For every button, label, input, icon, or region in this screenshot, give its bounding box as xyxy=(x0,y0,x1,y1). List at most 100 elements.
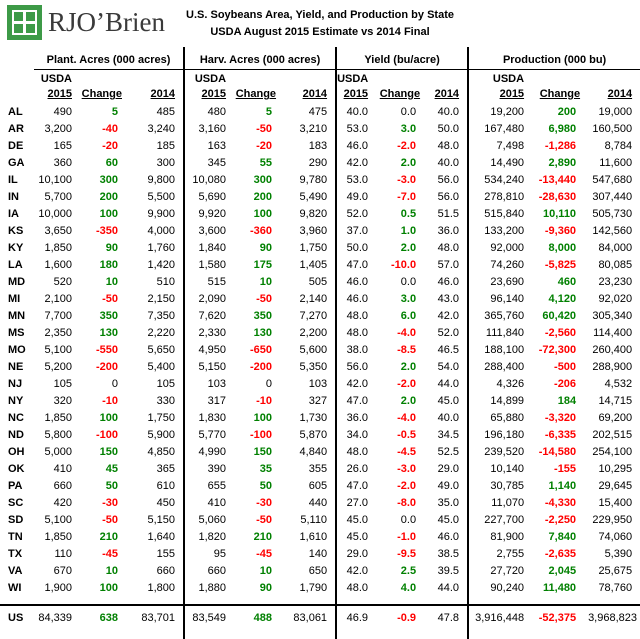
spacer-row xyxy=(0,596,640,605)
usda-label-yield: USDA xyxy=(335,69,377,85)
cell-yield-2015: 38.0 xyxy=(335,341,377,358)
state-label: OH xyxy=(8,445,25,458)
cell-harv-2014: 9,820 xyxy=(299,207,328,220)
cell-yield-2015: 52.0 xyxy=(335,205,377,222)
cell-prod-change: 184 xyxy=(557,394,577,407)
cell-plant-2014: 365 xyxy=(156,462,176,475)
cell-plant-change: -45 xyxy=(102,547,118,560)
cell-prod-2014: 19,000 xyxy=(598,105,633,118)
cell-yield-change: 3.0 xyxy=(400,122,417,135)
cell-yield-change: -1.0 xyxy=(397,530,417,543)
cell-plant-change: -40 xyxy=(102,122,118,135)
cell-harv-2014: 140 xyxy=(308,547,328,560)
cell-yield-2015: 26.0 xyxy=(335,460,377,477)
total-prod-change: -52,375 xyxy=(532,604,589,630)
cell-harv-2015: 3,160 xyxy=(183,120,235,137)
cell-plant-2015: 10,100 xyxy=(38,173,72,186)
cell-yield-2015: 46.0 xyxy=(335,290,377,307)
cell-harv-2015: 1,820 xyxy=(183,528,235,545)
cell-yield-2015: 49.0 xyxy=(335,188,377,205)
cell-prod-2015: 23,690 xyxy=(467,273,533,290)
cell-prod-change: 60,420 xyxy=(542,309,577,322)
cell-plant-change: 60 xyxy=(105,156,118,169)
cell-prod-2014: 114,400 xyxy=(593,326,633,339)
cell-yield-2015: 53.0 xyxy=(335,171,377,188)
cell-harv-change: 90 xyxy=(259,241,273,254)
cell-prod-change: 6,980 xyxy=(548,122,577,135)
cell-prod-2014: 288,900 xyxy=(592,360,633,373)
cell-harv-change: 200 xyxy=(253,190,273,203)
cell-plant-2014: 9,800 xyxy=(147,173,176,186)
cell-yield-change: 1.0 xyxy=(400,224,417,237)
cell-harv-2014: 1,405 xyxy=(299,258,328,271)
cell-yield-2014: 56.0 xyxy=(437,173,460,186)
cell-prod-change: -3,320 xyxy=(544,411,577,424)
cell-yield-2014: 43.0 xyxy=(437,292,460,305)
cell-harv-2015: 4,950 xyxy=(183,341,235,358)
cell-plant-2014: 610 xyxy=(156,479,176,492)
table-row: SD 5,100 -50 5,150 5,060 -50 5,110 45.0 … xyxy=(0,511,640,528)
state-label: MI xyxy=(8,292,21,305)
cell-yield-change: -8.5 xyxy=(397,343,417,356)
cell-harv-2015: 515 xyxy=(183,273,235,290)
column-header-row: 2015 Change 2014 2015 Change 2014 2015 C… xyxy=(0,85,640,103)
cell-yield-change: -2.0 xyxy=(397,479,417,492)
state-label: TX xyxy=(8,547,23,560)
state-label: GA xyxy=(8,156,25,169)
cell-harv-2014: 505 xyxy=(308,275,328,288)
state-label: KY xyxy=(8,241,24,254)
state-label: VA xyxy=(8,564,23,577)
col-harv-change: Change xyxy=(235,88,277,100)
cell-prod-change: -9,360 xyxy=(544,224,577,237)
cell-prod-2015: 65,880 xyxy=(467,409,533,426)
cell-yield-change: 2.0 xyxy=(400,156,417,169)
cell-yield-2014: 46.5 xyxy=(437,343,460,356)
cell-harv-2015: 1,580 xyxy=(183,256,235,273)
total-state-label: US xyxy=(0,604,34,630)
table-footer: US 84,339 638 83,701 83,549 488 83,061 4… xyxy=(0,596,640,639)
cell-prod-change: -28,630 xyxy=(538,190,577,203)
cell-prod-2015: 365,760 xyxy=(467,307,533,324)
cell-plant-change: 180 xyxy=(99,258,118,271)
cell-harv-2015: 9,920 xyxy=(183,205,235,222)
cell-yield-2015: 48.0 xyxy=(335,307,377,324)
cell-harv-2015: 480 xyxy=(183,103,235,120)
cell-yield-change: 0.0 xyxy=(400,513,417,526)
cell-plant-change: 100 xyxy=(99,581,118,594)
cell-harv-2015: 2,330 xyxy=(183,324,235,341)
cell-yield-change: -2.0 xyxy=(397,139,417,152)
cell-harv-2014: 605 xyxy=(308,479,328,492)
total-plant-2015: 84,339 xyxy=(34,604,80,630)
cell-plant-2015: 360 xyxy=(53,156,72,169)
cell-prod-2015: 111,840 xyxy=(467,324,533,341)
cell-harv-change: 175 xyxy=(253,258,273,271)
table-row: KY 1,850 90 1,760 1,840 90 1,750 50.0 2.… xyxy=(0,239,640,256)
cell-yield-2015: 48.0 xyxy=(335,443,377,460)
cell-plant-2014: 2,150 xyxy=(147,292,176,305)
group-yield: Yield (bu/acre) xyxy=(335,47,469,70)
soybeans-table: Plant. Acres (000 acres) Harv. Acres (00… xyxy=(0,47,640,639)
cell-plant-change: -30 xyxy=(102,496,118,509)
cell-plant-2015: 670 xyxy=(53,564,72,577)
cell-plant-2015: 5,800 xyxy=(44,428,72,441)
cell-plant-2014: 5,150 xyxy=(147,513,176,526)
cell-plant-2014: 4,000 xyxy=(147,224,176,237)
total-yield-change: -0.9 xyxy=(376,604,429,630)
cell-harv-2014: 5,110 xyxy=(300,513,328,526)
cell-yield-change: -4.0 xyxy=(397,411,417,424)
cell-yield-2015: 45.0 xyxy=(335,528,377,545)
cell-plant-2015: 1,600 xyxy=(44,258,72,271)
cell-plant-2015: 520 xyxy=(53,275,72,288)
cell-plant-change: -20 xyxy=(102,139,118,152)
cell-prod-change: -2,250 xyxy=(544,513,577,526)
state-label: IA xyxy=(8,207,19,220)
cell-harv-2014: 5,870 xyxy=(299,428,328,441)
cell-yield-2015: 34.0 xyxy=(335,426,377,443)
cell-prod-2014: 142,560 xyxy=(592,224,633,237)
cell-yield-2015: 48.0 xyxy=(335,324,377,341)
cell-yield-2014: 46.0 xyxy=(437,275,460,288)
state-label: DE xyxy=(8,139,24,152)
cell-yield-2014: 40.0 xyxy=(437,411,460,424)
state-label: AR xyxy=(8,122,24,135)
cell-yield-2014: 45.0 xyxy=(437,513,460,526)
